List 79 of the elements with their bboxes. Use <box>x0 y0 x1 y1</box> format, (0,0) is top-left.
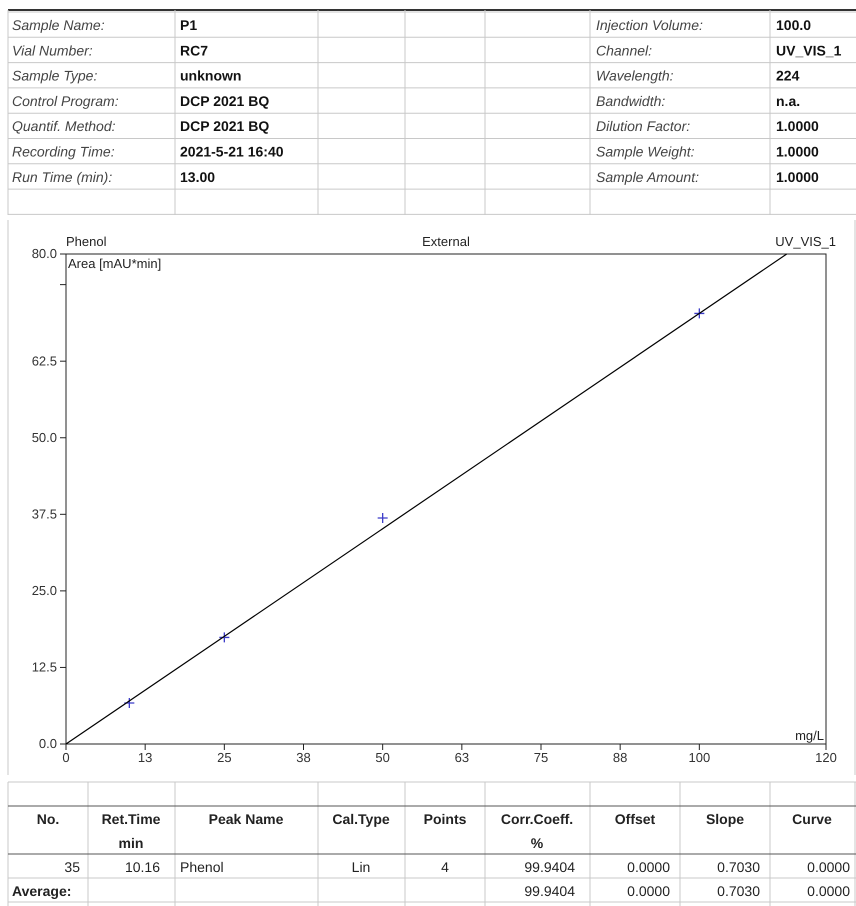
text: 1.0000 <box>776 118 820 134</box>
x-tick-label: 13 <box>138 750 152 766</box>
text: min <box>118 835 144 851</box>
text: Corr.Coeff. <box>500 811 574 827</box>
text: Average: <box>12 883 72 899</box>
text: Phenol <box>180 859 224 875</box>
x-tick-label: 120 <box>815 750 837 766</box>
text: Slope <box>706 811 744 827</box>
text: 0.0000 <box>807 859 850 875</box>
text: % <box>530 835 544 851</box>
chart-title: Phenol <box>66 234 107 249</box>
text: DCP 2021 BQ <box>180 118 270 134</box>
text: Recording Time: <box>12 144 115 160</box>
text: 1.0000 <box>776 144 820 160</box>
x-tick-label: 38 <box>296 750 311 766</box>
text: 99.9404 <box>524 883 576 899</box>
x-tick-label: 50 <box>375 750 390 766</box>
x-tick-label: 25 <box>217 750 232 766</box>
y-tick-label: 62.5 <box>32 353 57 368</box>
text: Sample Type: <box>12 68 98 84</box>
y-tick-label: 12.5 <box>32 660 57 675</box>
x-tick-label: 63 <box>454 750 470 766</box>
x-tick-label: 88 <box>612 750 628 766</box>
text: UV_VIS_1 <box>776 42 842 58</box>
text: DCP 2021 BQ <box>180 92 270 109</box>
text: 224 <box>776 68 800 84</box>
text: Control Program: <box>12 92 119 109</box>
y-tick-label: 37.5 <box>32 506 57 522</box>
text: 0.0000 <box>807 883 850 899</box>
text: 13.00 <box>180 168 216 185</box>
y-tick-label: 80.0 <box>32 246 57 262</box>
text: Sample Weight: <box>596 144 695 160</box>
text: 0.7030 <box>717 859 760 875</box>
text: 4 <box>441 859 450 875</box>
x-tick-label: 100 <box>688 750 710 766</box>
text: Ret.Time <box>102 811 161 827</box>
x-tick-label: 75 <box>534 750 548 766</box>
text: Injection Volume: <box>596 17 703 33</box>
text: 1.0000 <box>776 168 820 185</box>
text: Peak Name <box>208 811 284 827</box>
text: Sample Amount: <box>596 168 700 185</box>
x-axis-title: mg/L <box>795 728 824 743</box>
text: Quantif. Method: <box>12 118 116 134</box>
text: Cal.Type <box>332 811 390 827</box>
text: 10.16 <box>124 859 160 875</box>
text: Wavelength: <box>596 68 674 84</box>
text: unknown <box>180 68 242 84</box>
point <box>694 308 705 320</box>
text: 2021-5-21 16:40 <box>180 144 284 160</box>
text: 0.0000 <box>627 883 670 899</box>
text: Points <box>424 811 467 827</box>
text: No. <box>36 811 60 827</box>
y-tick-label: 25.0 <box>32 583 57 598</box>
text: Vial Number: <box>12 42 93 58</box>
text: RC7 <box>180 42 208 58</box>
point <box>377 512 388 524</box>
y-tick-label: 50.0 <box>32 430 57 445</box>
text: Bandwidth: <box>596 92 666 109</box>
text: UV_VIS_1 <box>775 234 836 249</box>
text: Sample Name: <box>12 17 105 33</box>
text: 0.0000 <box>627 859 670 875</box>
y-tick-label: 0.0 <box>38 736 57 752</box>
text: Lin <box>352 859 370 875</box>
chart-subtitle: External <box>422 234 470 249</box>
text: 99.9404 <box>524 859 576 875</box>
text: Dilution Factor: <box>596 118 690 134</box>
text: 35 <box>64 859 80 875</box>
text: 0.7030 <box>717 883 760 899</box>
text: 100.0 <box>776 17 812 33</box>
text: Offset <box>614 811 656 827</box>
text: n.a. <box>776 92 800 109</box>
text: Channel: <box>596 42 652 58</box>
text: Curve <box>792 811 832 827</box>
point <box>124 697 135 709</box>
text: Run Time (min): <box>12 168 112 185</box>
point <box>218 632 230 644</box>
y-axis-title: Area [mAU*min] <box>68 256 162 271</box>
x-tick-label: 0 <box>62 750 70 766</box>
text: P1 <box>180 17 198 33</box>
